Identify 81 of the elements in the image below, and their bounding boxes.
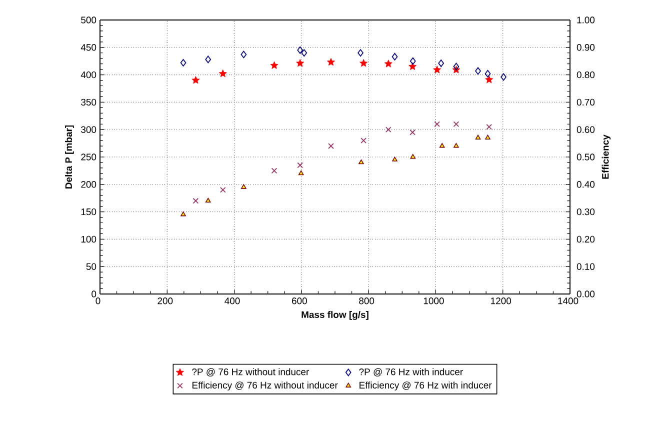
point: [297, 162, 304, 168]
point: [180, 212, 186, 216]
point: [484, 70, 491, 78]
y-tick-label: 150: [81, 208, 96, 216]
point: [328, 143, 334, 149]
point: [205, 198, 211, 203]
x-axis-title: Mass flow [g/s]: [302, 311, 368, 320]
point: [358, 49, 364, 57]
y2-tick-label: 0.30: [576, 208, 595, 216]
point: [453, 121, 460, 128]
y-tick-label: 300: [81, 126, 96, 133]
legend-label: Efficiency @ 76 Hz with inducer: [360, 382, 492, 390]
legend-label: ?P @ 76 Hz without inducer: [192, 368, 309, 376]
point: [271, 168, 278, 174]
x-tick-label: 200: [158, 298, 173, 304]
y2-tick-label: 0.20: [576, 236, 595, 243]
x-tick-label: 1400: [558, 298, 578, 304]
y-tick-label: 100: [81, 236, 96, 243]
y-tick-label: 50: [86, 263, 96, 270]
legend-label: ?P @ 76 Hz with inducer: [359, 368, 463, 376]
point: [485, 134, 490, 140]
y2-tick-label: 0.50: [576, 154, 595, 160]
y2-tick-label: 0.70: [576, 98, 595, 106]
point: [180, 59, 186, 66]
point: [453, 62, 460, 70]
point: [500, 73, 506, 81]
point: [410, 129, 416, 136]
point: [438, 60, 444, 68]
y2-tick-label: 0.90: [576, 44, 595, 51]
point: [298, 170, 304, 176]
point: [220, 186, 226, 193]
y2-tick-label: 1.00: [577, 16, 595, 24]
point: [410, 154, 416, 159]
point: [192, 198, 199, 204]
point: [296, 59, 304, 67]
point: [433, 66, 442, 74]
x-tick-label: 1000: [424, 298, 444, 304]
point: [241, 184, 246, 189]
y-tick-label: 350: [81, 98, 96, 106]
point: [192, 76, 200, 84]
point: [434, 121, 440, 128]
point: [439, 143, 445, 148]
point: [326, 58, 335, 66]
point: [205, 56, 212, 64]
point: [408, 62, 417, 70]
point: [392, 156, 398, 162]
point: [384, 60, 392, 68]
point: [454, 143, 459, 148]
point: [486, 124, 492, 130]
point: [297, 46, 304, 54]
point: [475, 67, 481, 75]
y2-tick-label: 0.60: [576, 126, 595, 133]
y2-tick-label: 0.40: [576, 181, 595, 188]
x-tick-label: 800: [359, 298, 374, 304]
x-tick-label: 1200: [491, 298, 512, 304]
point: [218, 70, 227, 78]
point: [358, 159, 364, 164]
point: [475, 134, 481, 140]
y-axis-title: Delta P [mbar]: [65, 125, 74, 188]
point: [392, 52, 398, 60]
y-tick-label: 0: [92, 290, 96, 298]
y-tick-label: 400: [80, 71, 96, 78]
point: [360, 59, 368, 67]
point: [270, 61, 278, 69]
y-tick-label: 250: [81, 154, 96, 160]
x-tick-label: 400: [224, 298, 240, 304]
y2-tick-label: 0.10: [576, 263, 595, 270]
point: [301, 49, 308, 57]
y2-tick-label: 0.80: [576, 71, 595, 78]
y2-axis-title: Efficiency: [602, 134, 611, 179]
point: [360, 138, 366, 144]
point: [385, 126, 392, 133]
point: [410, 57, 416, 65]
y2-tick-label: 0.00: [576, 290, 595, 298]
point: [240, 50, 247, 58]
y-tick-label: 500: [81, 16, 96, 24]
legend-label: Efficiency @ 76 Hz without inducer: [192, 382, 338, 390]
y-tick-label: 450: [80, 44, 96, 51]
point: [485, 76, 494, 84]
x-tick-label: 600: [292, 298, 307, 304]
y-tick-label: 200: [81, 181, 96, 188]
